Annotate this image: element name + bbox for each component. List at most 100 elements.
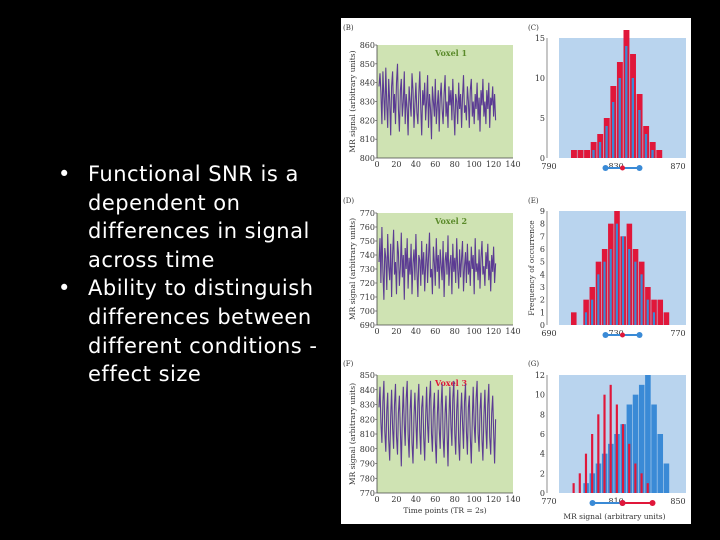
mean-marker — [602, 165, 609, 171]
y-axis-label: MR signal (arbitrary units) — [348, 218, 357, 320]
x-tick-label: 40 — [411, 160, 421, 169]
panel-label: (F) — [343, 360, 354, 368]
y-tick-label: 700 — [360, 307, 375, 316]
y-axis-label: MR signal (arbitrary units) — [348, 383, 357, 485]
histogram-bar — [644, 134, 648, 158]
x-tick-label: 40 — [411, 327, 421, 336]
panel-label: (B) — [343, 24, 354, 32]
histogram-bar — [651, 150, 654, 158]
x-tick-label: 770 — [541, 497, 556, 506]
y-tick-label: 790 — [360, 460, 375, 469]
histogram-bar — [591, 299, 594, 325]
histogram-bar — [597, 414, 600, 493]
histogram-bar — [651, 299, 657, 325]
y-tick-label: 730 — [360, 265, 375, 274]
histogram-bar — [609, 384, 612, 493]
y-tick-label: 810 — [360, 135, 375, 144]
y-tick-label: 5 — [540, 114, 545, 123]
histogram-bar — [571, 150, 577, 158]
histogram-bar — [640, 274, 643, 325]
x-tick-label: 60 — [430, 495, 440, 504]
timeseries-line — [378, 63, 497, 140]
y-axis-label: MR signal (arbitrary units) — [348, 50, 357, 152]
mean-marker — [602, 332, 609, 338]
x-tick-label: 140 — [505, 160, 520, 169]
voxel-label: Voxel 1 — [434, 48, 467, 58]
histogram-bar — [578, 473, 581, 493]
y-tick-label: 10 — [535, 391, 545, 400]
x-tick-label: 0 — [374, 327, 379, 336]
x-axis-label: Time points (TR = 2s) — [403, 506, 486, 515]
histogram-bar — [621, 424, 625, 493]
y-tick-label: 9 — [540, 207, 545, 216]
y-tick-label: 0 — [540, 321, 545, 330]
mean-marker — [620, 165, 625, 171]
mean-marker — [589, 500, 596, 506]
fmri-figure: (B) Voxel 1 800 810 820 830 840 850 860 0 20 40 60 80… — [341, 18, 691, 524]
panel-label: (D) — [343, 197, 354, 205]
y-tick-label: 690 — [360, 321, 375, 330]
histogram-bar — [638, 110, 641, 158]
y-axis-label: Frequency of occurrence — [527, 220, 536, 316]
y-tick-label: 0 — [540, 154, 545, 163]
histogram-bar — [598, 142, 602, 158]
x-tick-label: 40 — [411, 495, 421, 504]
histogram-bar — [646, 483, 649, 493]
histogram-bar — [631, 78, 634, 158]
x-tick-label: 120 — [486, 495, 501, 504]
histogram-bar — [597, 274, 600, 325]
x-tick-label: 80 — [450, 495, 460, 504]
mean-marker — [649, 500, 656, 506]
y-tick-label: 2 — [540, 296, 545, 305]
y-tick-label: 830 — [360, 401, 375, 410]
histogram-bar — [592, 150, 595, 158]
histogram-bar — [571, 312, 577, 325]
histogram-bar — [603, 261, 606, 325]
histogram-bar — [584, 453, 588, 493]
y-tick-label: 750 — [360, 237, 375, 246]
histogram-bar — [577, 150, 584, 158]
histogram-bar — [657, 434, 664, 493]
histogram-bar — [638, 384, 645, 493]
x-tick-label: 810 — [609, 497, 624, 506]
histogram-bar — [612, 102, 615, 158]
y-tick-label: 800 — [360, 154, 375, 163]
histogram-bar — [634, 463, 637, 493]
y-tick-label: 6 — [540, 245, 545, 254]
histogram-bar — [621, 236, 625, 325]
mean-marker — [636, 165, 643, 171]
y-tick-label: 6 — [540, 430, 545, 439]
x-tick-label: 690 — [541, 329, 556, 338]
y-tick-label: 770 — [360, 489, 375, 498]
y-tick-label: 8 — [540, 220, 545, 229]
histogram-bar — [632, 394, 639, 493]
histogram-bar — [572, 483, 575, 493]
x-tick-label: 80 — [450, 160, 460, 169]
histogram-bar — [663, 312, 670, 325]
x-tick-label: 850 — [670, 497, 685, 506]
y-tick-label: 780 — [360, 474, 375, 483]
x-tick-label: 80 — [450, 327, 460, 336]
timeseries-line — [378, 380, 497, 467]
x-axis-label: MR signal (arbitrary units) — [563, 512, 665, 521]
x-tick-label: 20 — [391, 327, 401, 336]
y-tick-label: 4 — [540, 270, 545, 279]
y-tick-label: 760 — [360, 223, 375, 232]
x-tick-label: 120 — [486, 160, 501, 169]
x-tick-label: 100 — [467, 160, 482, 169]
y-tick-label: 850 — [360, 371, 375, 380]
y-tick-label: 7 — [540, 232, 545, 241]
histogram-bar — [625, 46, 628, 158]
bullet-functional-snr: Functional SNR is a dependent on differe… — [56, 160, 346, 274]
x-tick-label: 20 — [391, 495, 401, 504]
panel-label: (E) — [528, 197, 539, 205]
y-tick-label: 810 — [360, 430, 375, 439]
y-tick-label: 1 — [540, 308, 545, 317]
y-tick-label: 8 — [540, 410, 545, 419]
timeseries-line — [378, 226, 497, 300]
y-tick-label: 820 — [360, 415, 375, 424]
mean-marker — [636, 332, 643, 338]
histogram-bar — [657, 299, 664, 325]
y-tick-label: 850 — [360, 60, 375, 69]
